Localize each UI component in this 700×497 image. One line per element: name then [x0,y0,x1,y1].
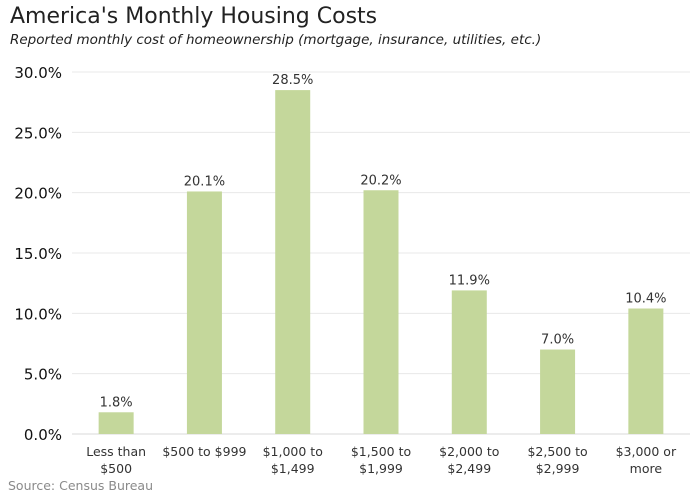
data-label: 11.9% [449,273,490,288]
x-tick-label: $1,999 [359,461,403,476]
x-tick-label: $1,499 [271,461,315,476]
data-label: 7.0% [541,333,574,348]
x-tick-label: $2,000 to [439,444,499,459]
y-tick-label: 25.0% [14,124,62,142]
bar [186,191,222,434]
x-tick-label: $2,999 [536,461,580,476]
bar [275,90,311,434]
y-tick-label: 5.0% [24,366,62,384]
x-tick-label: more [630,461,663,476]
x-tick-label: $3,000 or [616,444,677,459]
data-label: 20.2% [360,173,401,188]
x-tick-label: $500 to $999 [162,444,246,459]
chart-title: America's Monthly Housing Costs [10,4,378,29]
y-tick-label: 15.0% [14,245,62,263]
x-tick-label: $1,500 to [351,444,411,459]
bar [628,308,664,434]
y-tick-label: 20.0% [14,185,62,203]
chart-subtitle: Reported monthly cost of homeownership (… [10,32,542,48]
x-tick-label: $1,000 to [263,444,323,459]
bar [451,290,487,434]
bar [363,190,399,434]
x-tick-label: Less than [86,444,146,459]
data-label: 28.5% [272,73,313,88]
x-tick-label: $2,500 to [527,444,587,459]
y-tick-label: 10.0% [14,305,62,323]
data-label: 1.8% [100,395,133,410]
x-tick-label: $2,499 [447,461,491,476]
data-label: 10.4% [625,292,666,307]
bar [540,349,576,434]
x-tick-label: $500 [100,461,132,476]
y-tick-label: 30.0% [14,64,62,82]
data-label: 20.1% [184,174,225,189]
source-note: Source: Census Bureau [8,478,154,493]
y-tick-label: 0.0% [24,426,62,444]
bar [98,412,134,434]
